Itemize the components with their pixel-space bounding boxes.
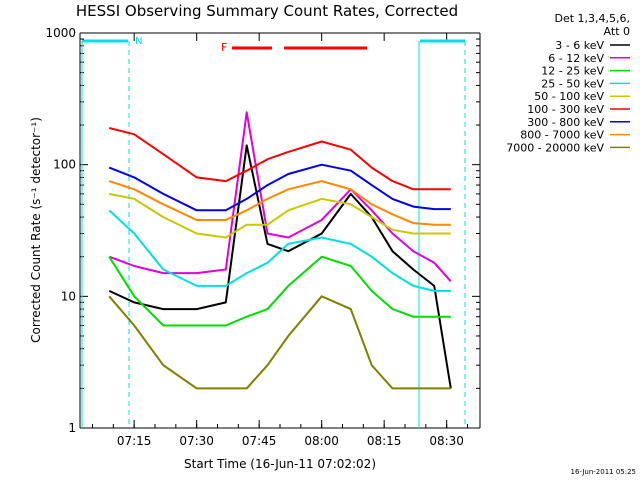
legend-label: 6 - 12 keV (548, 52, 604, 65)
night-flag-label: N (135, 36, 142, 47)
y-tick-label: 10 (61, 289, 76, 303)
legend-label: 300 - 800 keV (527, 116, 604, 129)
series-line-6 (108, 163, 451, 212)
x-tick-label: 07:30 (179, 434, 214, 448)
legend-label: 800 - 7000 keV (520, 129, 604, 142)
series-line-1 (108, 111, 452, 282)
legend-header-line-1: Det 1,3,4,5,6, (554, 12, 630, 25)
x-tick-label: 07:15 (117, 434, 152, 448)
series-line-0 (108, 144, 452, 389)
x-tick-label: 07:45 (242, 434, 277, 448)
y-tick-label: 100 (53, 158, 76, 172)
series-line-7 (108, 180, 451, 226)
footer-date: 16-Jun-2011 05:25 (571, 468, 637, 476)
legend-label: 100 - 300 keV (527, 103, 604, 116)
y-tick-label: 1000 (45, 26, 76, 40)
y-tick-label: 1 (68, 421, 76, 435)
series-line-3 (108, 209, 451, 292)
y-axis-label: Corrected Count Rate (s⁻¹ detector⁻¹) (29, 117, 43, 343)
legend-header-line-2: Att 0 (604, 25, 630, 38)
legend-label: 50 - 100 keV (534, 90, 604, 103)
x-tick-label: 08:15 (367, 434, 402, 448)
series-line-2 (108, 255, 451, 327)
x-tick-label: 08:30 (429, 434, 464, 448)
legend-label: 25 - 50 keV (541, 77, 604, 90)
legend-label: 3 - 6 keV (555, 39, 604, 52)
legend-label: 12 - 25 keV (541, 65, 604, 78)
x-axis-label: Start Time (16-Jun-11 07:02:02) (184, 457, 376, 471)
x-tick-label: 08:00 (304, 434, 339, 448)
series-line-5 (108, 127, 451, 191)
chart-title: HESSI Observing Summary Count Rates, Cor… (76, 2, 458, 20)
series-line-4 (109, 192, 451, 239)
legend-label: 7000 - 20000 keV (506, 141, 604, 154)
series-line-8 (108, 295, 451, 390)
flare-flag-label: F (221, 41, 227, 54)
